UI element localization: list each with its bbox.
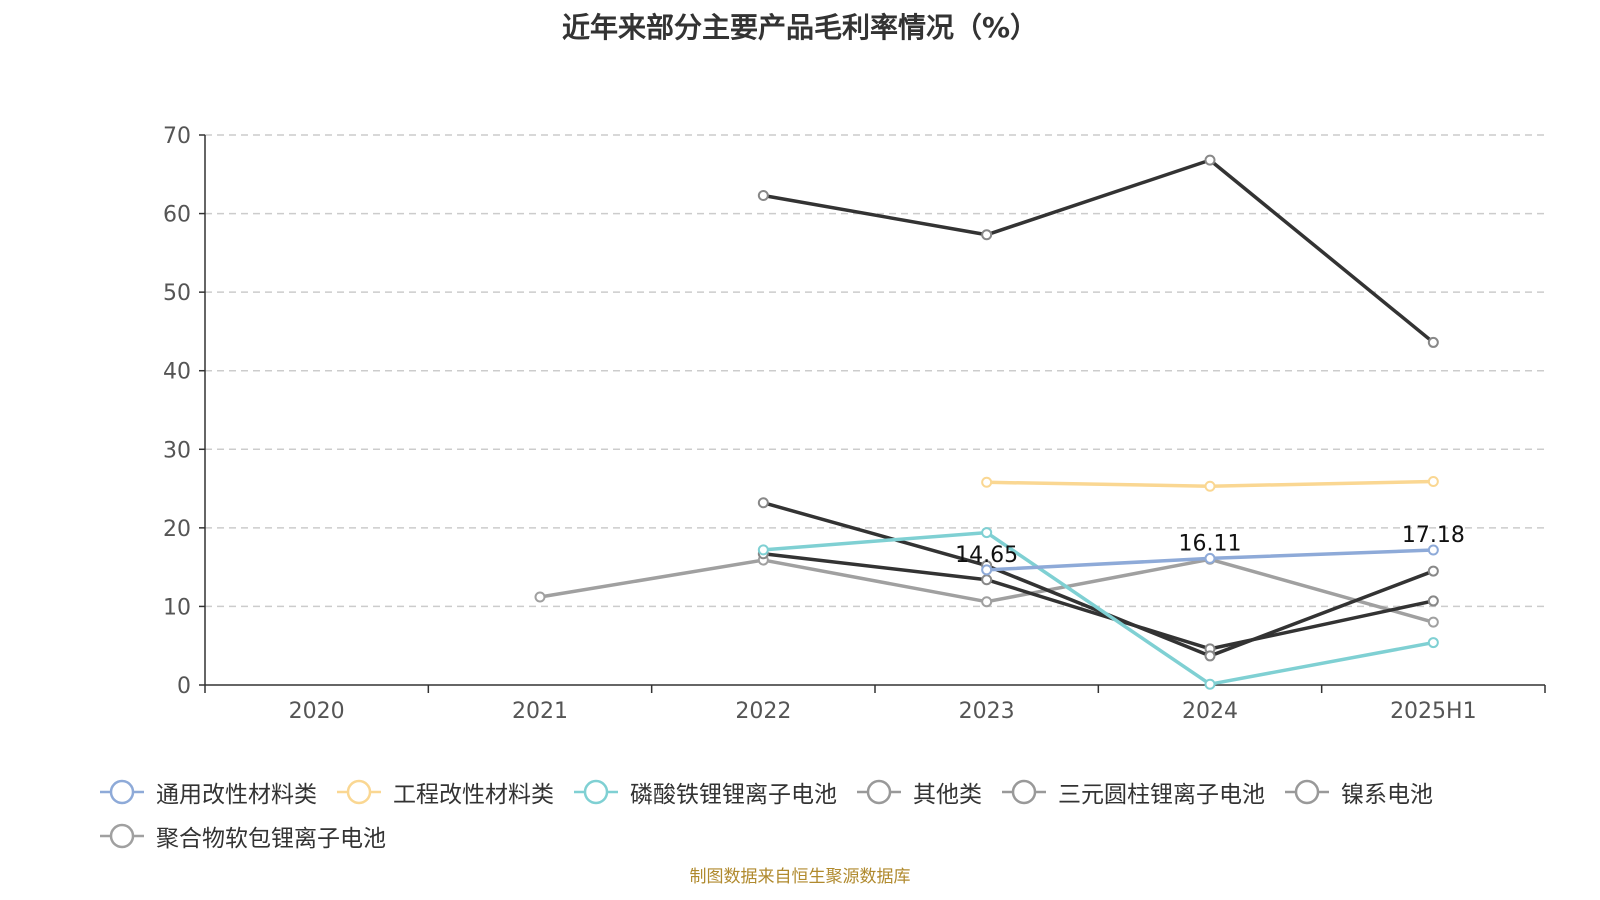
line-chart: 0 10 20 30 40 50 60 70 2020 2021 2022 2023 2024 2025H… — [163, 124, 1546, 724]
legend-label: 聚合物软包锂离子电池 — [156, 826, 386, 852]
x-tick-label-2024: 2024 — [1182, 699, 1238, 724]
y-tick-label-50: 50 — [163, 281, 191, 306]
data-point-5-2024 — [1204, 650, 1216, 662]
legend-item-6[interactable]: 镍系电池 — [1285, 775, 1433, 809]
legend: 通用改性材料类 工程改性材料类 磷酸铁锂锂离子电池 其他类 三元圆柱锂离子电池 镍系电池聚… — [100, 775, 1520, 853]
data-point-7-2021 — [534, 591, 546, 603]
y-tick-label-30: 30 — [163, 438, 191, 463]
axes: 0 10 20 30 40 50 60 70 2020 2021 2022 2023 2024 2025H… — [163, 124, 1546, 724]
x-tick-label-2020: 2020 — [289, 699, 345, 724]
data-point-4-2025H1 — [1427, 336, 1439, 348]
data-labels: 14.65 16.11 17.18 — [955, 523, 1465, 568]
series-line-4 — [763, 158, 1435, 344]
data-point-4-2023 — [981, 229, 993, 241]
data-point-3-2024 — [1204, 678, 1216, 690]
legend-label: 三元圆柱锂离子电池 — [1058, 782, 1265, 808]
y-tick-label-10: 10 — [163, 595, 191, 620]
x-tick-label-2021: 2021 — [512, 699, 568, 724]
legend-marker-icon — [100, 779, 144, 805]
legend-label: 磷酸铁锂锂离子电池 — [630, 782, 837, 808]
series-line-5 — [762, 501, 1434, 658]
legend-marker-icon — [337, 779, 381, 805]
x-tick-label-2022: 2022 — [735, 699, 791, 724]
data-point-3-2023 — [981, 527, 993, 539]
y-tick-label-20: 20 — [163, 517, 191, 542]
data-point-2-2023 — [981, 476, 993, 488]
series-5 — [757, 497, 1439, 662]
data-point-6-2023 — [981, 574, 993, 586]
y-tick-label-40: 40 — [163, 360, 191, 385]
data-point-7-2023 — [981, 596, 993, 608]
y-tick-label-0: 0 — [177, 674, 191, 699]
data-label-2023: 14.65 — [955, 543, 1018, 568]
chart-title: 近年来部分主要产品毛利率情况（%） — [561, 11, 1039, 44]
legend-marker-icon — [574, 779, 618, 805]
series-line-3 — [763, 530, 1434, 686]
data-point-5-2025H1 — [1427, 565, 1439, 577]
series-lines — [534, 154, 1439, 690]
legend-item-5[interactable]: 三元圆柱锂离子电池 — [1002, 775, 1265, 809]
data-point-5-2022 — [757, 497, 769, 509]
legend-item-3[interactable]: 磷酸铁锂锂离子电池 — [574, 775, 837, 809]
x-tick-label-2025H1: 2025H1 — [1390, 699, 1477, 724]
series-3 — [757, 527, 1439, 690]
legend-marker-icon — [1285, 779, 1329, 805]
data-point-4-2024 — [1204, 154, 1216, 166]
legend-label: 其他类 — [913, 782, 982, 808]
data-label-2025H1: 17.18 — [1402, 523, 1465, 548]
legend-item-1[interactable]: 通用改性材料类 — [100, 775, 317, 809]
data-point-4-2022 — [757, 190, 769, 201]
grid-lines — [205, 134, 1545, 608]
data-point-7-2025H1 — [1427, 616, 1439, 628]
legend-label: 镍系电池 — [1341, 782, 1433, 808]
data-point-1-2023 — [981, 564, 993, 576]
data-point-2-2024 — [1204, 480, 1216, 492]
source-note: 制图数据来自恒生聚源数据库 — [689, 867, 911, 887]
legend-marker-icon — [1002, 779, 1046, 805]
data-point-1-2024 — [1204, 552, 1216, 564]
legend-item-2[interactable]: 工程改性材料类 — [337, 775, 554, 809]
data-point-3-2025H1 — [1427, 637, 1439, 649]
legend-item-4[interactable]: 其他类 — [857, 775, 982, 809]
data-point-3-2022 — [757, 544, 769, 556]
legend-marker-icon — [100, 823, 144, 849]
data-point-1-2025H1 — [1427, 544, 1439, 556]
data-label-2024: 16.11 — [1179, 531, 1242, 556]
x-tick-label-2023: 2023 — [959, 699, 1015, 724]
legend-marker-icon — [857, 779, 901, 805]
y-tick-label-70: 70 — [163, 124, 191, 149]
series-1 — [981, 544, 1439, 576]
legend-item-7[interactable]: 聚合物软包锂离子电池 — [100, 819, 386, 853]
series-line-6 — [763, 552, 1434, 651]
legend-label: 工程改性材料类 — [393, 782, 554, 808]
series-4 — [757, 154, 1439, 348]
data-point-6-2025H1 — [1427, 595, 1439, 607]
data-point-2-2025H1 — [1427, 476, 1439, 487]
y-tick-label-60: 60 — [163, 203, 191, 228]
legend-label: 通用改性材料类 — [156, 782, 317, 808]
series-2 — [981, 476, 1439, 492]
